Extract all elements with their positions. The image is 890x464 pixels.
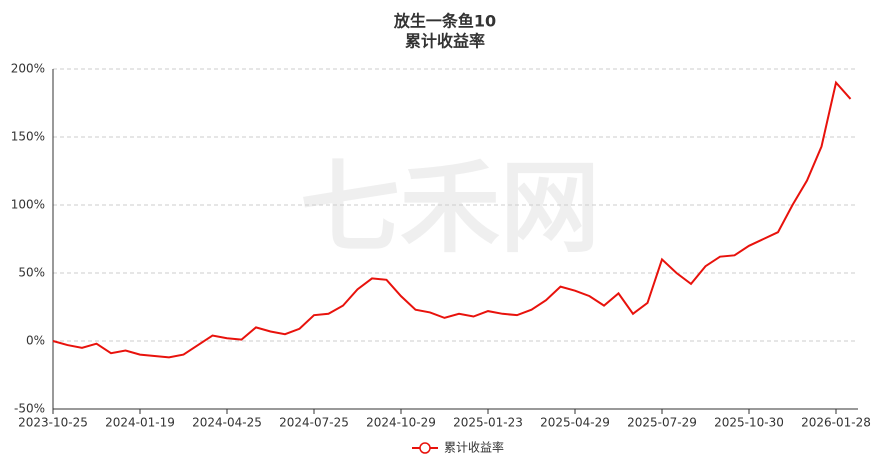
x-tick-label: 2025-07-29 (627, 416, 697, 430)
y-tick-label: 200% (11, 62, 45, 76)
y-tick-label: 50% (18, 266, 45, 280)
legend-label: 累计收益率 (444, 440, 504, 455)
x-tick-label: 2025-10-30 (714, 416, 784, 430)
watermark: 七禾网 (300, 149, 600, 266)
x-tick-label: 2025-01-23 (453, 416, 523, 430)
y-tick-label: 150% (11, 130, 45, 144)
x-tick-label: 2024-10-29 (366, 416, 436, 430)
y-tick-label: -50% (14, 402, 45, 416)
chart-subtitle: 累计收益率 (405, 32, 485, 51)
y-tick-label: 100% (11, 198, 45, 212)
legend-marker (419, 442, 431, 454)
x-tick-label: 2024-04-25 (192, 416, 262, 430)
x-tick-label: 2025-04-29 (540, 416, 610, 430)
x-tick-label: 2024-07-25 (279, 416, 349, 430)
chart-title: 放生一条鱼10 (393, 12, 496, 31)
y-tick-label: 0% (26, 334, 45, 348)
x-tick-label: 2023-10-25 (18, 416, 88, 430)
line-series (52, 80, 852, 359)
x-tick-label: 2026-01-28 (801, 416, 871, 430)
x-tick-label: 2024-01-19 (105, 416, 175, 430)
